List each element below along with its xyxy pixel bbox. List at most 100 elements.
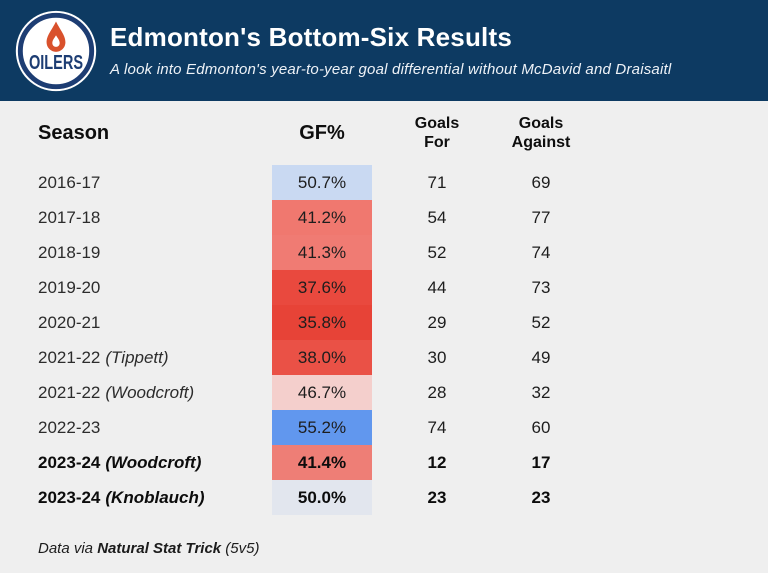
gf-pct-value: 55.2%	[297, 417, 347, 437]
table-body: 2016-17 50.7% 71 69 2017-18 41.2% 54 77	[0, 165, 768, 515]
table-row: 2018-19 41.3% 52 74	[0, 235, 768, 270]
oilers-logo-wordmark: OILERS	[29, 51, 83, 74]
page-title: Edmonton's Bottom-Six Results	[110, 22, 512, 53]
column-header-gf-pct: GF%	[299, 121, 345, 144]
season-cell: 2021-22 (Woodcroft)	[0, 375, 272, 410]
gf-pct-cell: 41.3%	[272, 235, 372, 270]
goals-for-value: 74	[427, 417, 447, 437]
table-row: 2017-18 41.2% 54 77	[0, 200, 768, 235]
goals-against-cell: 49	[502, 340, 580, 375]
season-cell: 2019-20	[0, 270, 272, 305]
goals-against-cell: 60	[502, 410, 580, 445]
goals-against-value: 52	[531, 312, 551, 332]
season-label: 2017-18	[38, 207, 101, 227]
gf-pct-cell: 37.6%	[272, 270, 372, 305]
goals-against-cell: 73	[502, 270, 580, 305]
goals-for-cell: 52	[372, 235, 502, 270]
goals-for-cell: 28	[372, 375, 502, 410]
goals-against-cell: 32	[502, 375, 580, 410]
column-header-goals-against: Goals Against	[511, 114, 571, 151]
goals-for-cell: 12	[372, 445, 502, 480]
season-cell: 2020-21	[0, 305, 272, 340]
goals-against-value: 69	[531, 172, 551, 192]
goals-against-cell: 69	[502, 165, 580, 200]
season-cell: 2022-23	[0, 410, 272, 445]
gf-pct-value: 50.0%	[297, 487, 347, 507]
column-header-goals-for: Goals For	[414, 114, 460, 151]
gf-pct-value: 50.7%	[297, 172, 347, 192]
goals-for-value: 52	[427, 242, 447, 262]
goals-for-value: 44	[427, 277, 447, 297]
season-label: 2023-24	[38, 452, 101, 472]
results-table: Season GF% Goals For Goals Against 2016-…	[0, 101, 768, 515]
season-label: 2016-17	[38, 172, 101, 192]
page-subtitle: A look into Edmonton's year-to-year goal…	[110, 60, 672, 78]
goals-for-value: 12	[427, 452, 447, 472]
gf-pct-cell: 50.7%	[272, 165, 372, 200]
source-name: Natural Stat Trick	[97, 540, 222, 557]
gf-pct-cell: 50.0%	[272, 480, 372, 515]
source-note-prefix: Data via	[38, 540, 98, 557]
goals-against-value: 32	[531, 382, 551, 402]
goals-for-cell: 29	[372, 305, 502, 340]
season-coach-label: (Woodcroft)	[105, 382, 195, 402]
season-label: 2022-23	[38, 417, 101, 437]
gf-pct-value: 35.8%	[297, 312, 347, 332]
table-row: 2023-24 (Knoblauch) 50.0% 23 23	[0, 480, 768, 515]
table-row: 2023-24 (Woodcroft) 41.4% 12 17	[0, 445, 768, 480]
goals-against-cell: 77	[502, 200, 580, 235]
source-note: Data via Natural Stat Trick (5v5)	[38, 540, 259, 557]
season-coach-label: (Tippett)	[105, 347, 169, 367]
season-label: 2018-19	[38, 242, 101, 262]
goals-against-value: 49	[531, 347, 551, 367]
goals-for-value: 29	[427, 312, 447, 332]
column-header-season: Season	[38, 121, 110, 144]
season-cell: 2018-19	[0, 235, 272, 270]
gf-pct-value: 41.2%	[297, 207, 347, 227]
season-cell: 2016-17	[0, 165, 272, 200]
goals-for-value: 28	[427, 382, 447, 402]
gf-pct-cell: 46.7%	[272, 375, 372, 410]
goals-for-value: 23	[427, 487, 447, 507]
table-row: 2016-17 50.7% 71 69	[0, 165, 768, 200]
gf-pct-cell: 55.2%	[272, 410, 372, 445]
gf-pct-value: 46.7%	[297, 382, 347, 402]
table-row: 2021-22 (Tippett) 38.0% 30 49	[0, 340, 768, 375]
season-label: 2021-22	[38, 347, 101, 367]
table-header-row: Season GF% Goals For Goals Against	[0, 101, 768, 165]
table-row: 2019-20 37.6% 44 73	[0, 270, 768, 305]
oilers-logo-icon: OILERS	[15, 10, 97, 92]
gf-pct-cell: 41.2%	[272, 200, 372, 235]
season-label: 2019-20	[38, 277, 101, 297]
goals-for-cell: 74	[372, 410, 502, 445]
table-row: 2020-21 35.8% 29 52	[0, 305, 768, 340]
gf-pct-cell: 41.4%	[272, 445, 372, 480]
goals-against-value: 23	[531, 487, 551, 507]
season-label: 2023-24	[38, 487, 101, 507]
goals-against-value: 73	[531, 277, 551, 297]
gf-pct-value: 37.6%	[297, 277, 347, 297]
source-note-suffix: (5v5)	[221, 540, 260, 557]
goals-for-cell: 71	[372, 165, 502, 200]
season-cell: 2023-24 (Woodcroft)	[0, 445, 272, 480]
gf-pct-value: 41.4%	[297, 452, 347, 472]
header-banner: OILERS Edmonton's Bottom-Six Results A l…	[0, 0, 768, 101]
goals-for-cell: 44	[372, 270, 502, 305]
season-cell: 2023-24 (Knoblauch)	[0, 480, 272, 515]
goals-for-value: 30	[427, 347, 447, 367]
gf-pct-cell: 38.0%	[272, 340, 372, 375]
season-cell: 2021-22 (Tippett)	[0, 340, 272, 375]
header-text-block: Edmonton's Bottom-Six Results A look int…	[110, 23, 671, 78]
gf-pct-cell: 35.8%	[272, 305, 372, 340]
season-cell: 2017-18	[0, 200, 272, 235]
gf-pct-value: 38.0%	[297, 347, 347, 367]
goals-against-cell: 52	[502, 305, 580, 340]
goals-against-value: 74	[531, 242, 551, 262]
goals-against-cell: 17	[502, 445, 580, 480]
gf-pct-value: 41.3%	[297, 242, 347, 262]
goals-against-value: 77	[531, 207, 551, 227]
season-label: 2021-22	[38, 382, 101, 402]
goals-against-cell: 74	[502, 235, 580, 270]
goals-against-cell: 23	[502, 480, 580, 515]
